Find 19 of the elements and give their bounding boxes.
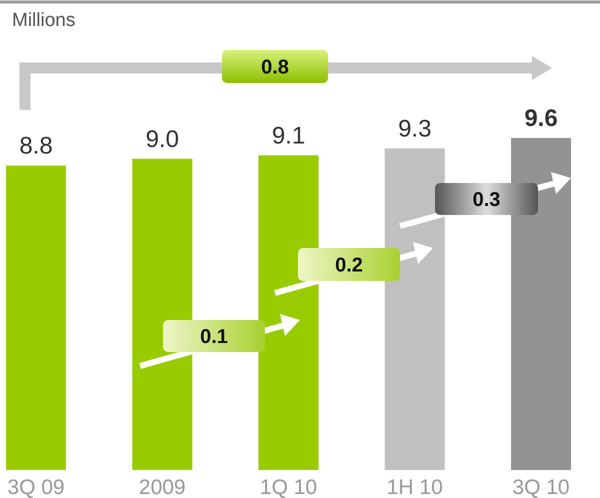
tag: 0.8 [222, 50, 328, 83]
data-label: 8.8 [19, 132, 53, 160]
text: Millions [12, 10, 76, 31]
data-label: 9.3 [398, 115, 432, 142]
tag: 0.1 [163, 320, 265, 352]
tag: 0.2 [298, 248, 400, 281]
x-tick-label: 1Q 10 [260, 476, 318, 498]
tag: 0.3 [435, 183, 538, 215]
annotation: 0.1 [200, 326, 228, 348]
x-tick-label: 3Q 09 [7, 476, 65, 498]
data-label: 9.0 [146, 126, 179, 153]
bar [6, 166, 66, 470]
data-label: 9.1 [272, 122, 306, 150]
x-tick-label: 1H 10 [386, 476, 443, 498]
x-tick-label: 3Q 10 [512, 476, 570, 498]
x-tick-label: 2009 [138, 476, 186, 498]
annotation: 0.2 [335, 254, 363, 276]
annotation: 0.3 [472, 189, 500, 211]
data-label: 9.6 [524, 105, 558, 132]
